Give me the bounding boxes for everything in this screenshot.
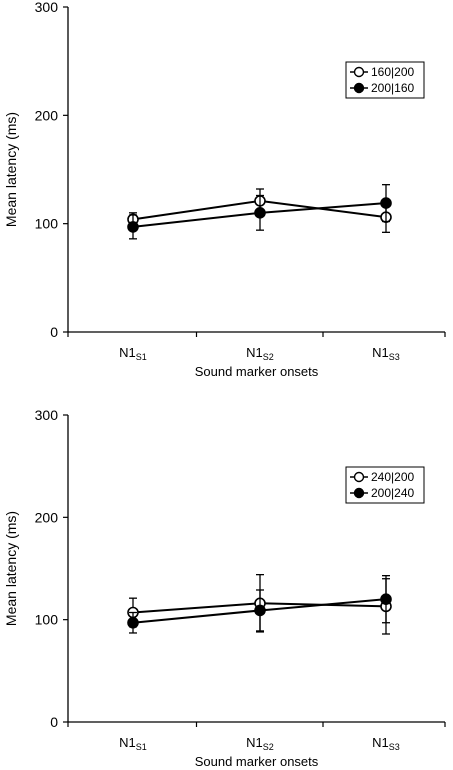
x-tick-label-sub: S1 (136, 742, 147, 752)
y-tick-label: 200 (35, 509, 59, 525)
data-point (254, 207, 266, 219)
legend: 240|200 200|240 (345, 466, 425, 504)
y-tick-label: 300 (35, 0, 59, 15)
data-point (127, 616, 139, 629)
x-tick-label-base: N1 (246, 735, 263, 750)
y-tick-label: 100 (35, 612, 59, 628)
y-tick-label: 0 (50, 324, 58, 340)
y-tick-label: 100 (35, 216, 59, 232)
y-tick-label: 0 (50, 714, 58, 730)
x-tick-label-sub: S3 (389, 352, 400, 362)
y-tick-label: 300 (35, 407, 59, 423)
x-tick-label-base: N1 (372, 735, 389, 750)
legend-swatch-marker (353, 471, 365, 483)
data-point (127, 221, 139, 233)
x-tick-label-sub: S2 (263, 352, 274, 362)
x-tick-label-base: N1 (119, 735, 136, 750)
legend-label: 200|240 (371, 486, 414, 500)
y-axis-label: Mean latency (ms) (3, 112, 19, 227)
x-tick-label: N1S1 (119, 345, 147, 362)
legend: 160|200 200|160 (345, 61, 425, 99)
legend-label: 160|200 (371, 65, 414, 79)
x-tick-label-sub: S3 (389, 742, 400, 752)
x-tick-label: N1S3 (372, 345, 400, 362)
x-tick-label: N1S2 (246, 735, 274, 752)
x-axis-label: Sound marker onsets (195, 364, 319, 379)
data-point (380, 197, 392, 209)
x-tick-label-sub: S1 (136, 352, 147, 362)
x-tick-label-base: N1 (246, 345, 263, 360)
x-tick-label: N1S2 (246, 345, 274, 362)
x-tick-label: N1S1 (119, 735, 147, 752)
x-tick-label-base: N1 (372, 345, 389, 360)
data-point (254, 604, 266, 617)
x-tick-label: N1S3 (372, 735, 400, 752)
legend-label: 200|160 (371, 81, 414, 95)
legend-swatch-marker (353, 487, 365, 499)
x-tick-label-sub: S2 (263, 742, 274, 752)
data-point (380, 593, 392, 606)
legend-swatch-marker (353, 82, 365, 94)
legend-label: 240|200 (371, 470, 414, 484)
y-axis-label: Mean latency (ms) (3, 511, 19, 626)
y-tick-label: 200 (35, 107, 59, 123)
x-axis-label: Sound marker onsets (195, 754, 319, 769)
legend-swatch-marker (353, 66, 365, 78)
x-tick-label-base: N1 (119, 345, 136, 360)
